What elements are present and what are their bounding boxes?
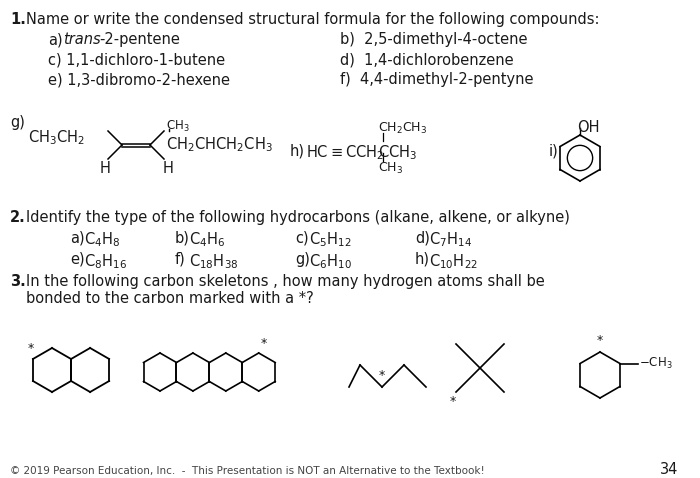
Text: 3.: 3.	[10, 274, 26, 289]
Text: bonded to the carbon marked with a *?: bonded to the carbon marked with a *?	[26, 291, 314, 306]
Text: d): d)	[415, 230, 430, 245]
Text: *: *	[597, 334, 603, 347]
Text: 1.: 1.	[10, 12, 26, 27]
Text: CCH$_3$: CCH$_3$	[378, 143, 417, 162]
Text: trans: trans	[63, 32, 101, 47]
Text: $\mathdefault{CH_2CHCH_2CH_3}$: $\mathdefault{CH_2CHCH_2CH_3}$	[166, 135, 273, 154]
Text: g): g)	[295, 252, 310, 267]
Text: c): c)	[295, 230, 309, 245]
Text: $\mathdefault{CH_2CH_3}$: $\mathdefault{CH_2CH_3}$	[378, 121, 427, 136]
Text: $\mathdefault{CH_3}$: $\mathdefault{CH_3}$	[378, 161, 403, 176]
Text: C$_8$H$_{16}$: C$_8$H$_{16}$	[84, 252, 127, 271]
Text: HC$\equiv$CCH$_2$: HC$\equiv$CCH$_2$	[306, 143, 384, 162]
Text: C$_4$H$_6$: C$_4$H$_6$	[189, 230, 225, 249]
Text: a): a)	[48, 32, 62, 47]
Text: d)  1,4-dichlorobenzene: d) 1,4-dichlorobenzene	[340, 52, 514, 67]
Text: *: *	[379, 369, 385, 382]
Text: h): h)	[415, 252, 430, 267]
Text: C$_5$H$_{12}$: C$_5$H$_{12}$	[309, 230, 351, 249]
Text: f): f)	[175, 252, 186, 267]
Text: $-$CH$_3$: $-$CH$_3$	[639, 356, 673, 371]
Text: e) 1,3-dibromo-2-hexene: e) 1,3-dibromo-2-hexene	[48, 72, 230, 87]
Text: C$_7$H$_{14}$: C$_7$H$_{14}$	[429, 230, 472, 249]
Text: $\mathdefault{CH_3CH_2}$: $\mathdefault{CH_3CH_2}$	[28, 128, 85, 147]
Text: C$_{18}$H$_{38}$: C$_{18}$H$_{38}$	[189, 252, 239, 271]
Text: -2-pentene: -2-pentene	[99, 32, 180, 47]
Text: Identify the type of the following hydrocarbons (alkane, alkene, or alkyne): Identify the type of the following hydro…	[26, 210, 570, 225]
Text: 34: 34	[659, 462, 678, 477]
Text: a): a)	[70, 230, 85, 245]
Text: b): b)	[175, 230, 190, 245]
Text: H: H	[163, 161, 174, 176]
Text: *: *	[28, 342, 34, 355]
Text: c) 1,1-dichloro-1-butene: c) 1,1-dichloro-1-butene	[48, 52, 225, 67]
Text: C$_{10}$H$_{22}$: C$_{10}$H$_{22}$	[429, 252, 478, 271]
Text: b)  2,5-dimethyl-4-octene: b) 2,5-dimethyl-4-octene	[340, 32, 528, 47]
Text: Name or write the condensed structural formula for the following compounds:: Name or write the condensed structural f…	[26, 12, 599, 27]
Text: *: *	[450, 395, 456, 408]
Text: $\mathdefault{CH_3}$: $\mathdefault{CH_3}$	[166, 119, 190, 134]
Text: f)  4,4-dimethyl-2-pentyne: f) 4,4-dimethyl-2-pentyne	[340, 72, 533, 87]
Text: C$_4$H$_8$: C$_4$H$_8$	[84, 230, 120, 249]
Text: i): i)	[549, 143, 559, 158]
Text: OH: OH	[577, 120, 599, 135]
Text: 2.: 2.	[10, 210, 26, 225]
Text: © 2019 Pearson Education, Inc.  -  This Presentation is NOT an Alternative to th: © 2019 Pearson Education, Inc. - This Pr…	[10, 466, 484, 476]
Text: C$_6$H$_{10}$: C$_6$H$_{10}$	[309, 252, 352, 271]
Text: In the following carbon skeletons , how many hydrogen atoms shall be: In the following carbon skeletons , how …	[26, 274, 545, 289]
Text: h): h)	[290, 143, 305, 158]
Text: H: H	[100, 161, 111, 176]
Text: *: *	[260, 337, 267, 350]
Text: e): e)	[70, 252, 85, 267]
Text: g): g)	[10, 115, 25, 130]
